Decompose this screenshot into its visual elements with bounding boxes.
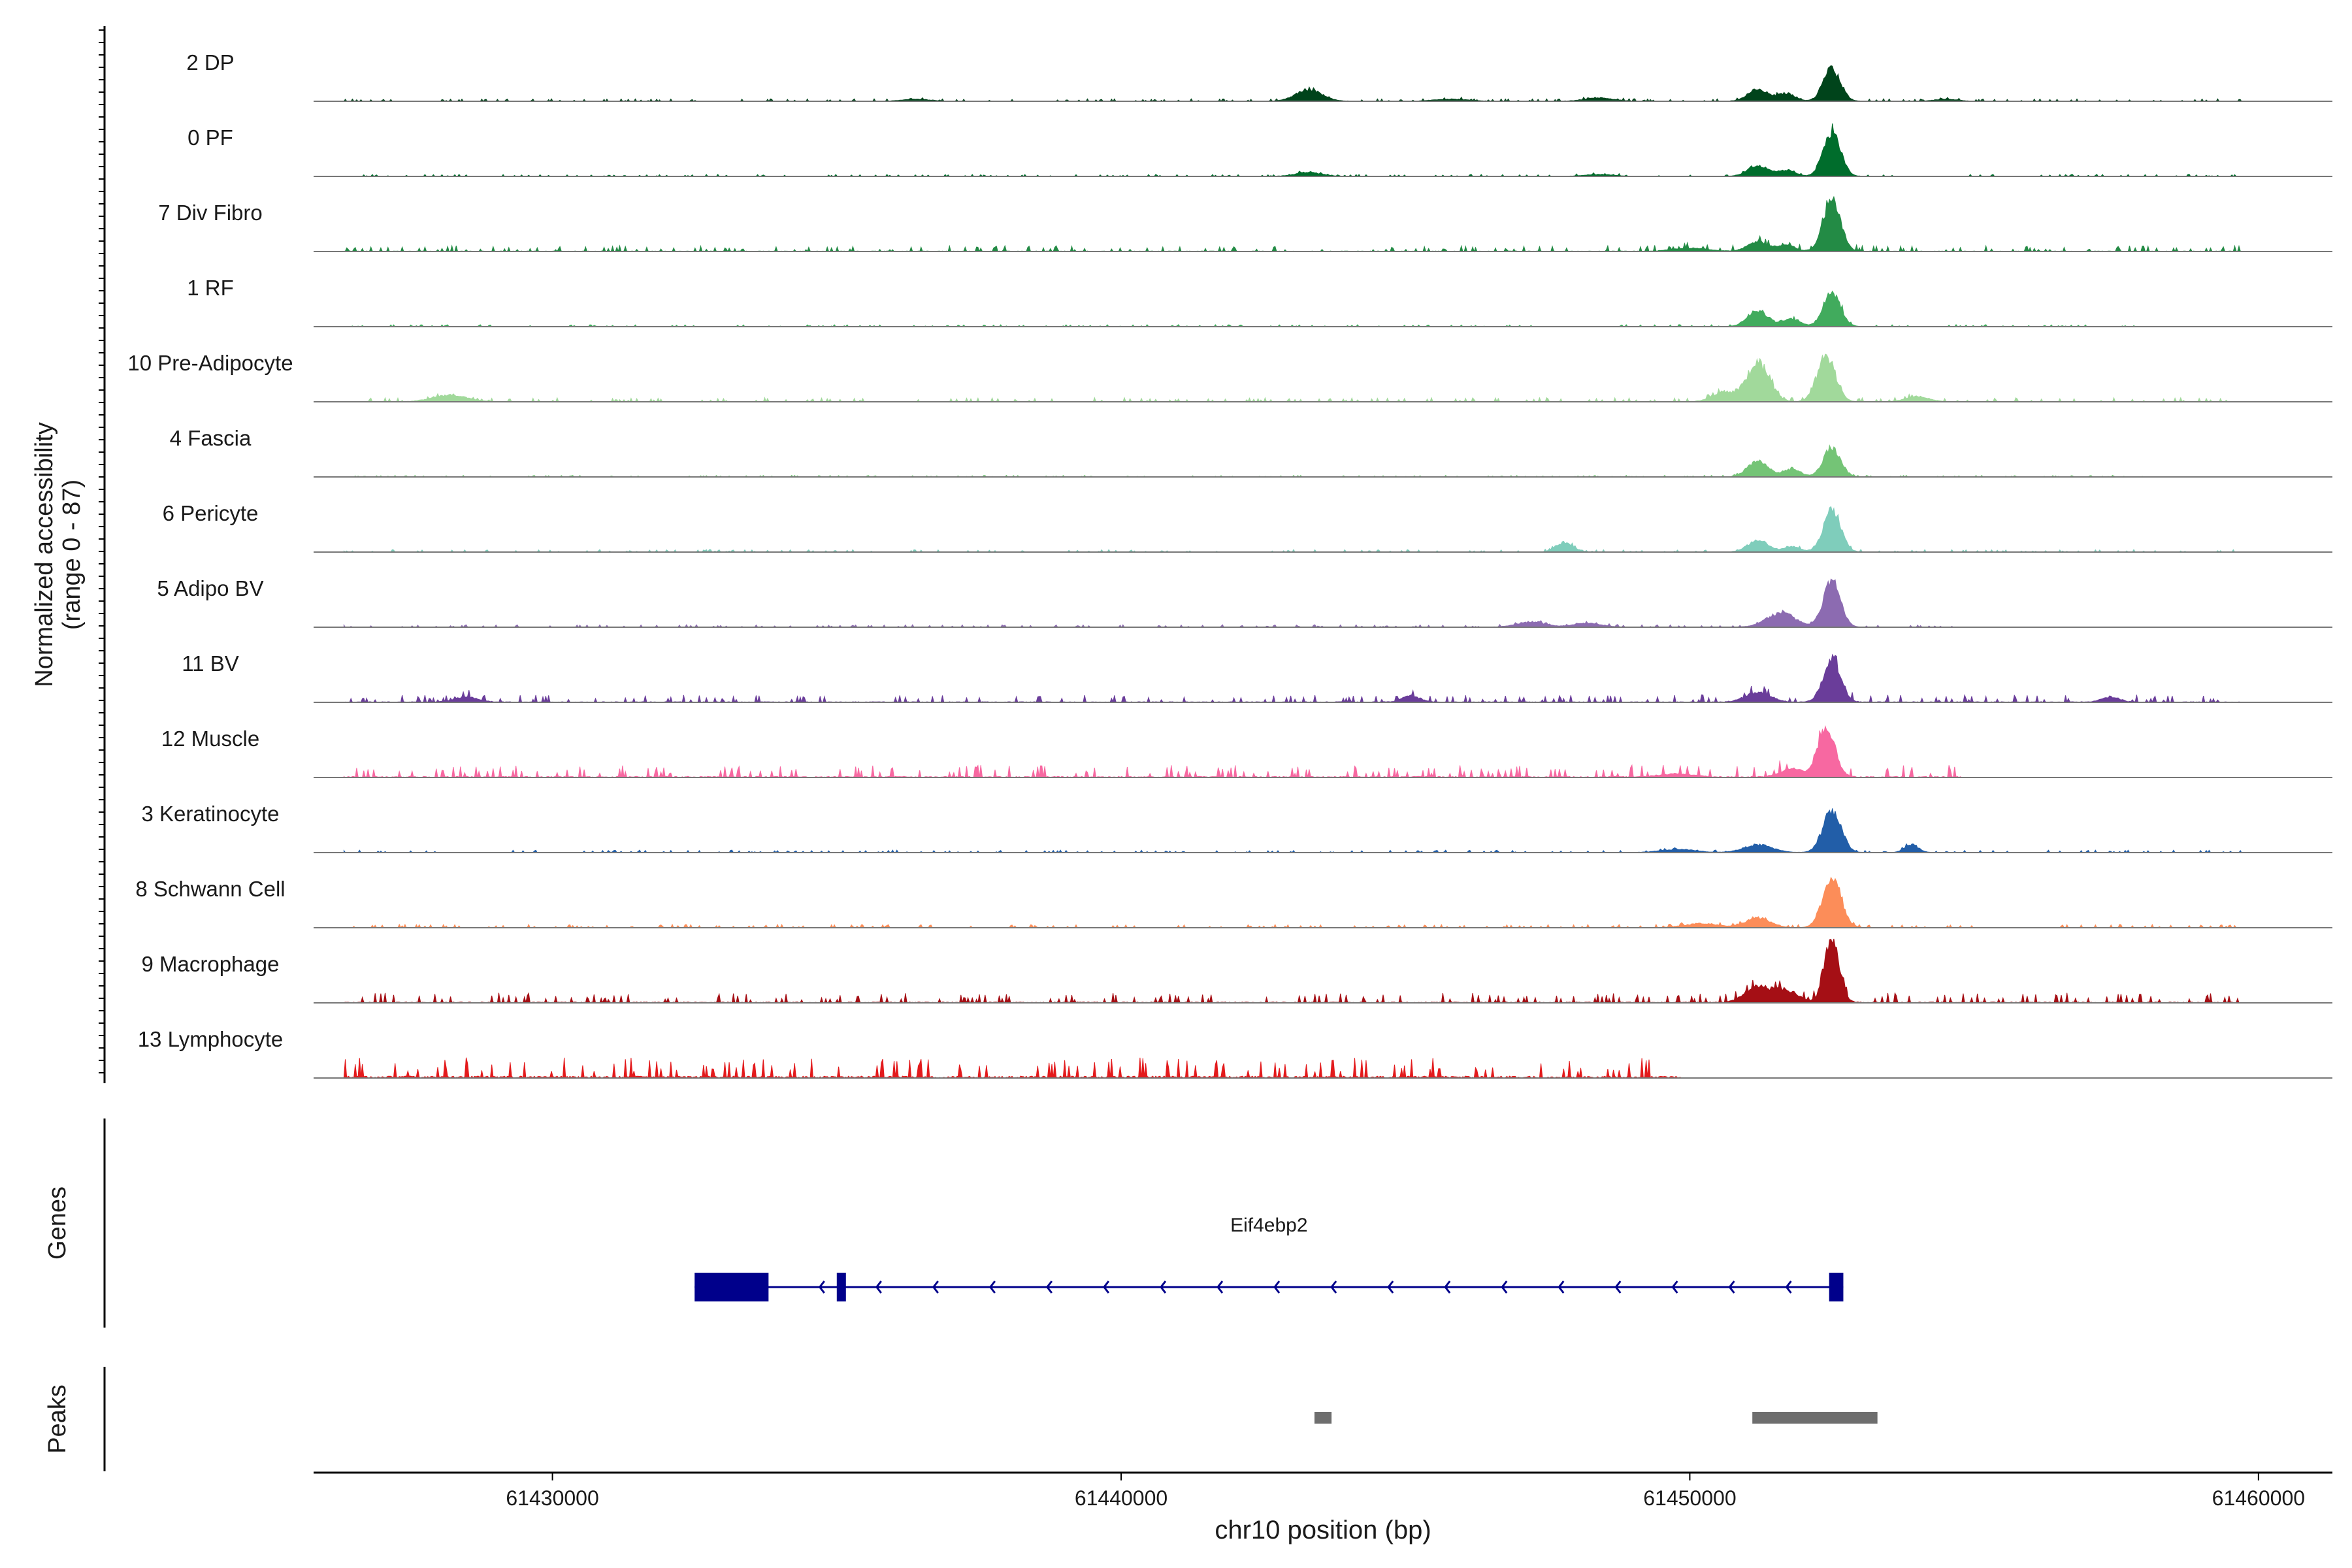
- track-label: 11 BV: [182, 651, 238, 676]
- track-13: 13 Lymphocyte: [138, 1027, 2332, 1079]
- coverage-area: [343, 290, 2149, 327]
- track-label: 2 DP: [186, 50, 234, 74]
- track-label: 4 Fascia: [170, 426, 252, 450]
- strand-arrow: [932, 1281, 939, 1294]
- gene-name: Eif4ebp2: [1230, 1215, 1307, 1236]
- peaks-track-label: Peaks: [44, 1384, 71, 1454]
- track-label: 0 PF: [188, 125, 233, 150]
- track-10: 3 Keratinocyte: [142, 802, 2332, 853]
- strand-arrow: [1273, 1281, 1281, 1294]
- coverage-tracks: 2 DP 0 PF 7 Div Fibro 1 RF 10 Pre-Adipocyte 4…: [127, 50, 2332, 1079]
- strand-arrow: [988, 1281, 996, 1294]
- coverage-area: [343, 444, 2149, 478]
- x-tick-label: 61450000: [1643, 1486, 1736, 1510]
- strand-arrow: [1217, 1281, 1224, 1294]
- coverage-area: [343, 1057, 1683, 1079]
- strand-arrow: [1785, 1281, 1792, 1294]
- x-axis-title: chr10 position (bp): [1215, 1516, 1431, 1544]
- strand-arrow: [1102, 1281, 1110, 1294]
- track-label: 8 Schwann Cell: [135, 877, 285, 901]
- peaks-track: [103, 1367, 1878, 1471]
- x-tick-label: 61440000: [1075, 1486, 1168, 1510]
- coverage-area: [343, 653, 2242, 704]
- gene-exon: [694, 1273, 769, 1301]
- coverage-area: [343, 353, 2242, 403]
- x-axis: 61430000 61440000 61450000 61460000: [314, 1471, 2332, 1510]
- track-label: 13 Lymphocyte: [138, 1027, 284, 1051]
- genes-track: Eif4ebp2: [103, 1119, 1844, 1328]
- accessibility-y-axis: [99, 26, 106, 1083]
- peak-region: [1314, 1412, 1332, 1424]
- track-label: 6 Pericyte: [163, 501, 259, 525]
- peak-region: [1752, 1412, 1878, 1424]
- strand-arrow: [818, 1281, 825, 1294]
- genes-track-label: Genes: [44, 1186, 71, 1260]
- coverage-area: [343, 195, 2242, 253]
- track-3: 1 RF: [187, 276, 2332, 327]
- track-2: 7 Div Fibro: [158, 195, 2332, 253]
- track-7: 5 Adipo BV: [157, 576, 2332, 628]
- track-4: 10 Pre-Adipocyte: [127, 351, 2332, 403]
- track-label: 1 RF: [187, 276, 234, 300]
- track-label: 9 Macrophage: [142, 952, 280, 976]
- track-1: 0 PF: [188, 123, 2332, 177]
- track-8: 11 BV: [182, 651, 2332, 704]
- track-11: 8 Schwann Cell: [135, 876, 2332, 929]
- strand-arrow: [1501, 1281, 1508, 1294]
- track-label: 5 Adipo BV: [157, 576, 263, 600]
- x-tick-label: 61430000: [506, 1486, 598, 1510]
- strand-arrow: [761, 1281, 768, 1294]
- track-label: 12 Muscle: [161, 727, 259, 751]
- track-5: 4 Fascia: [170, 426, 2332, 478]
- strand-arrow: [1614, 1281, 1622, 1294]
- strand-arrow: [1330, 1281, 1337, 1294]
- track-label: 10 Pre-Adipocyte: [127, 351, 293, 375]
- track-6: 6 Pericyte: [163, 501, 2332, 553]
- strand-arrow: [1387, 1281, 1394, 1294]
- gene-exon: [1829, 1273, 1844, 1301]
- track-9: 12 Muscle: [161, 725, 2332, 778]
- strand-arrow: [1444, 1281, 1451, 1294]
- track-label: 3 Keratinocyte: [142, 802, 280, 826]
- strand-arrow: [1045, 1281, 1053, 1294]
- strand-arrow: [1558, 1281, 1565, 1294]
- x-tick-label: 61460000: [2212, 1486, 2305, 1510]
- strand-arrow: [1160, 1281, 1167, 1294]
- coverage-area: [344, 876, 2242, 929]
- track-label: 7 Div Fibro: [158, 201, 263, 225]
- coverage-area: [343, 123, 2242, 177]
- strand-arrow: [875, 1281, 882, 1294]
- track-0: 2 DP: [186, 50, 2332, 102]
- y-axis-title: Normalized accessibility: [31, 422, 58, 687]
- coverage-area: [343, 578, 1962, 628]
- coverage-area: [343, 808, 2242, 853]
- coverage-area: [343, 65, 2242, 102]
- coverage-area: [343, 938, 2242, 1004]
- coverage-area: [343, 725, 1963, 778]
- track-12: 9 Macrophage: [142, 938, 2332, 1004]
- coverage-area: [343, 506, 2242, 553]
- y-axis-range: (range 0 - 87): [58, 480, 86, 630]
- strand-arrow: [1671, 1281, 1678, 1294]
- gene-exon: [836, 1273, 846, 1301]
- strand-arrow: [1728, 1281, 1735, 1294]
